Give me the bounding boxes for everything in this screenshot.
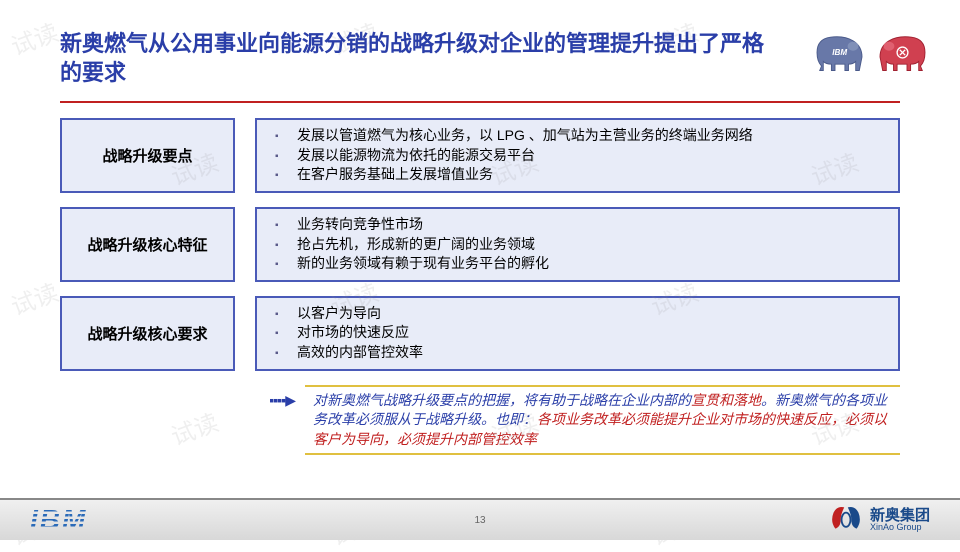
bullet-item: 业务转向竞争性市场 xyxy=(297,215,888,235)
section-row: 战略升级要点 发展以管道燃气为核心业务，以 LPG 、加气站为主营业务的终端业务… xyxy=(60,118,900,193)
slide-header: 新奥燃气从公用事业向能源分销的战略升级对企业的管理提升提出了严格的要求 IBM xyxy=(0,0,960,95)
summary-text: 对新奥燃气战略升级要点的把握，将有助于战略在企业内部的宣贯和落地。新奥燃气的各项… xyxy=(305,385,900,456)
ibm-logo: IBM xyxy=(30,504,87,536)
xinao-name-en: XinAo Group xyxy=(870,523,930,532)
bullet-item: 抢占先机，形成新的更广阔的业务领域 xyxy=(297,235,888,255)
section-content: 发展以管道燃气为核心业务，以 LPG 、加气站为主营业务的终端业务网络 发展以能… xyxy=(255,118,900,193)
section-row: 战略升级核心特征 业务转向竞争性市场 抢占先机，形成新的更广阔的业务领域 新的业… xyxy=(60,207,900,282)
svg-text:IBM: IBM xyxy=(832,48,847,57)
bullet-item: 对市场的快速反应 xyxy=(297,323,888,343)
bullet-item: 新的业务领域有赖于现有业务平台的孵化 xyxy=(297,254,888,274)
summary-emphasis: 宣贯和落地 xyxy=(691,392,761,408)
slide-title: 新奥燃气从公用事业向能源分销的战略升级对企业的管理提升提出了严格的要求 xyxy=(60,30,780,87)
top-logos: IBM xyxy=(812,30,930,75)
bullet-item: 在客户服务基础上发展增值业务 xyxy=(297,165,888,185)
section-label: 战略升级核心特征 xyxy=(60,207,235,282)
elephant-xinao-icon xyxy=(875,30,930,75)
summary-part: 对新奥燃气战略升级要点的把握，将有助于战略在企业内部的 xyxy=(313,392,691,408)
section-label: 战略升级要点 xyxy=(60,118,235,193)
slide-content: 战略升级要点 发展以管道燃气为核心业务，以 LPG 、加气站为主营业务的终端业务… xyxy=(0,103,960,455)
bullet-item: 发展以管道燃气为核心业务，以 LPG 、加气站为主营业务的终端业务网络 xyxy=(297,126,888,146)
section-content: 以客户为导向 对市场的快速反应 高效的内部管控效率 xyxy=(255,296,900,371)
page-number: 13 xyxy=(474,515,485,526)
xinao-mark-icon xyxy=(828,502,864,539)
xinao-logo: 新奥集团 XinAo Group xyxy=(828,502,930,539)
bullet-item: 发展以能源物流为依托的能源交易平台 xyxy=(297,146,888,166)
elephant-ibm-icon: IBM xyxy=(812,30,867,75)
bullet-item: 以客户为导向 xyxy=(297,304,888,324)
section-row: 战略升级核心要求 以客户为导向 对市场的快速反应 高效的内部管控效率 xyxy=(60,296,900,371)
section-label: 战略升级核心要求 xyxy=(60,296,235,371)
xinao-name-cn: 新奥集团 xyxy=(870,508,930,523)
bullet-item: 高效的内部管控效率 xyxy=(297,343,888,363)
slide-footer: IBM 13 新奥集团 XinAo Group xyxy=(0,498,960,540)
section-content: 业务转向竞争性市场 抢占先机，形成新的更广阔的业务领域 新的业务领域有赖于现有业… xyxy=(255,207,900,282)
xinao-text: 新奥集团 XinAo Group xyxy=(870,508,930,532)
summary-row: ▪▪▪▪▶ 对新奥燃气战略升级要点的把握，将有助于战略在企业内部的宣贯和落地。新… xyxy=(60,385,900,456)
arrow-icon: ▪▪▪▪▶ xyxy=(255,385,295,407)
